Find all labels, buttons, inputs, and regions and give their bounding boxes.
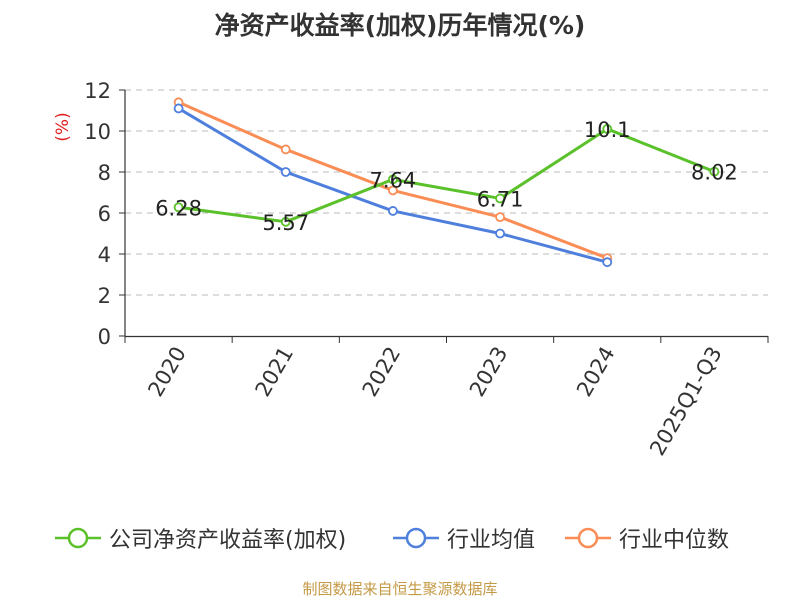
data-point: [280, 144, 291, 155]
source-note: 制图数据来自恒生聚源数据库: [302, 580, 498, 598]
x-tick-label: 2025Q1-Q3: [645, 343, 727, 460]
x-tick-label: 2022: [358, 343, 406, 401]
y-tick-label: 12: [84, 79, 111, 103]
data-point: [709, 166, 720, 177]
x-tick-label: 2020: [143, 343, 191, 401]
y-tick-label: 2: [98, 284, 111, 308]
legend-swatch-icon: [393, 527, 439, 549]
data-point: [495, 193, 505, 204]
data-label: 5.57: [262, 211, 309, 235]
legend-item[interactable]: 行业中位数: [565, 520, 729, 556]
data-point: [602, 124, 613, 134]
y-tick-label: 10: [84, 120, 111, 144]
legend-item[interactable]: 公司净资产收益率(加权): [55, 520, 346, 556]
data-point: [388, 174, 398, 185]
data-point: [280, 216, 291, 227]
data-point: [495, 228, 505, 239]
data-label: 10.1: [584, 118, 631, 142]
y-tick-label: 4: [98, 243, 111, 267]
legend-label: 行业中位数: [619, 528, 730, 553]
y-tick-label: 8: [98, 161, 111, 185]
axes: 0 2 4 6 8 10 12 2020 2021 2022 2023 2024 2025Q1-Q3 (%…: [53, 79, 769, 460]
x-tick-label: 2021: [251, 343, 299, 401]
series-line: [178, 127, 715, 224]
data-label: 6.28: [155, 196, 202, 220]
y-tick-label: 0: [98, 325, 111, 349]
data-point: [173, 103, 184, 114]
data-labels: 6.28 5.57 7.64 6.71 10.1 8.02: [155, 118, 738, 235]
data-point: [388, 185, 398, 196]
data-point: [388, 206, 398, 216]
data-point: [280, 167, 291, 177]
x-tick-label: 2024: [572, 343, 620, 401]
legend-swatch-icon: [565, 527, 611, 549]
x-tick-label: 2023: [465, 343, 513, 401]
data-point: [602, 257, 613, 268]
y-tick-label: 6: [98, 202, 111, 226]
legend-swatch-icon: [55, 527, 101, 549]
gridlines: [125, 89, 768, 296]
y-axis-label: (%): [53, 112, 73, 141]
series-lines: [173, 97, 720, 268]
legend-item[interactable]: 行业均值: [393, 520, 535, 556]
data-point: [495, 212, 505, 223]
data-label: 7.64: [370, 168, 417, 192]
data-point: [173, 202, 184, 213]
data-label: 6.71: [477, 187, 524, 211]
legend: 公司净资产收益率(加权) 行业均值 行业中位数: [0, 520, 800, 556]
data-label: 8.02: [691, 161, 738, 185]
legend-label: 公司净资产收益率(加权): [109, 528, 347, 553]
chart-title: 净资产收益率(加权)历年情况(%): [214, 11, 586, 40]
legend-label: 行业均值: [447, 528, 536, 553]
